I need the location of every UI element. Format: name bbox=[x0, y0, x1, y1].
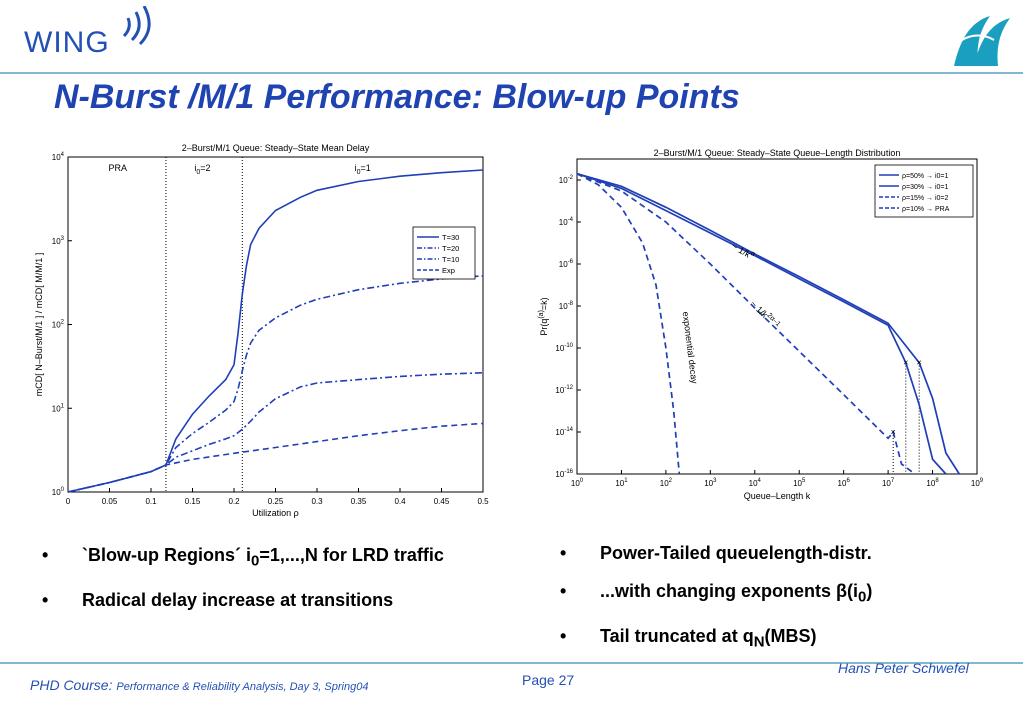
bullet-symbol: • bbox=[42, 589, 49, 610]
x-tick-label: 0.35 bbox=[351, 497, 367, 506]
bullet-item: • ...with changing exponents β(i0) bbox=[560, 581, 873, 606]
series-line bbox=[67, 422, 484, 493]
y-tick-label: 10-2 bbox=[559, 175, 574, 185]
legend-label: T=20 bbox=[442, 244, 459, 253]
x-tick-label: 106 bbox=[838, 478, 851, 488]
x-tick-label: 105 bbox=[793, 478, 806, 488]
y-tick-label: 10-16 bbox=[555, 469, 573, 479]
series-line bbox=[576, 172, 916, 475]
x-tick-label: 100 bbox=[571, 478, 584, 488]
x-tick-label: 0.4 bbox=[394, 497, 406, 506]
y-tick-label: 103 bbox=[52, 236, 65, 246]
bullet-symbol: • bbox=[42, 545, 49, 565]
series-line bbox=[576, 172, 961, 475]
bullet-item: • Power-Tailed queuelength-distr. bbox=[560, 543, 872, 563]
truncation-marker: × bbox=[917, 358, 922, 368]
legend-label: ρ=15% → i0=2 bbox=[902, 195, 949, 202]
x-tick-label: 0.05 bbox=[102, 497, 118, 506]
bullet-item: • Tail truncated at qN(MBS) bbox=[560, 625, 817, 651]
x-tick-label: 103 bbox=[704, 478, 717, 488]
queue-length-chart: 2–Burst/M/1 Queue: Steady–State Queue–Le… bbox=[538, 148, 983, 501]
legend-label: ρ=50% → i0=1 bbox=[902, 173, 949, 180]
mean-delay-chart: 2–Burst/M/1 Queue: Steady–State Mean Del… bbox=[34, 143, 489, 518]
x-tick-label: 104 bbox=[749, 478, 762, 488]
bullets-right: • Power-Tailed queuelength-distr. • ...w… bbox=[556, 542, 996, 669]
signal-waves-icon bbox=[122, 6, 151, 46]
bullets-left: • `Blow-up Regions´ i0=1,...,N for LRD t… bbox=[38, 544, 508, 627]
series-line bbox=[67, 275, 484, 493]
x-tick-label: 0.3 bbox=[311, 497, 323, 506]
title-divider bbox=[0, 72, 1023, 74]
x-tick-label: 107 bbox=[882, 478, 895, 488]
x-axis-label: Queue–Length k bbox=[744, 491, 811, 501]
legend-label: T=10 bbox=[442, 255, 459, 264]
x-tick-label: 0.45 bbox=[434, 497, 450, 506]
bullet-item: • `Blow-up Regions´ i0=1,...,N for LRD t… bbox=[42, 545, 444, 570]
y-tick-label: 10-6 bbox=[559, 259, 574, 269]
slide-title: N-Burst /M/1 Performance: Blow-up Points bbox=[54, 78, 740, 116]
x-tick-label: 0.15 bbox=[185, 497, 201, 506]
footer-course: PHD Course: Performance & Reliability An… bbox=[30, 677, 369, 693]
truncation-marker: × bbox=[891, 427, 896, 437]
bullet-symbol: • bbox=[560, 625, 567, 646]
chart-title: 2–Burst/M/1 Queue: Steady–State Mean Del… bbox=[182, 143, 370, 153]
y-tick-label: 102 bbox=[52, 320, 65, 330]
y-tick-label: 10-4 bbox=[559, 217, 574, 227]
footer-divider bbox=[0, 662, 1023, 664]
y-tick-label: 10-8 bbox=[559, 301, 574, 311]
legend-label: T=30 bbox=[442, 233, 459, 242]
y-tick-label: 10-14 bbox=[555, 427, 573, 437]
wing-logo: WING bbox=[24, 6, 164, 66]
y-tick-label: 101 bbox=[52, 403, 65, 413]
x-tick-label: 0.1 bbox=[145, 497, 157, 506]
author-name: Hans Peter Schwefel bbox=[838, 660, 969, 676]
university-logo bbox=[950, 10, 1015, 68]
legend-label: Exp bbox=[442, 266, 455, 275]
series-line bbox=[67, 169, 484, 493]
series-line bbox=[576, 172, 947, 475]
plot-frame bbox=[67, 156, 484, 493]
bullet-symbol: • bbox=[560, 543, 567, 563]
y-tick-label: 10-10 bbox=[555, 343, 573, 353]
x-tick-label: 0.2 bbox=[228, 497, 240, 506]
x-axis-label: Utilization ρ bbox=[252, 508, 299, 518]
region-label: i0=2 bbox=[194, 163, 210, 176]
y-tick-label: 10-12 bbox=[555, 385, 573, 395]
x-tick-label: 0 bbox=[66, 497, 71, 506]
x-tick-label: 0.25 bbox=[268, 497, 284, 506]
wave-logo-icon bbox=[954, 16, 1010, 66]
bullet-item: • Radical delay increase at transitions bbox=[42, 589, 394, 610]
y-tick-label: 104 bbox=[52, 152, 65, 162]
region-label: i0=1 bbox=[355, 163, 371, 176]
legend-box bbox=[874, 164, 974, 218]
region-label: PRA bbox=[109, 163, 128, 173]
x-tick-label: 101 bbox=[615, 478, 628, 488]
page-number: Page 27 bbox=[522, 672, 575, 688]
legend-label: ρ=30% → i0=1 bbox=[902, 184, 949, 191]
y-axis-label: mCD[ N–Burst/M/1 ] / mCD[ M/M/1 ] bbox=[34, 253, 44, 397]
x-tick-label: 109 bbox=[971, 478, 983, 488]
chart-title: 2–Burst/M/1 Queue: Steady–State Queue–Le… bbox=[654, 148, 901, 158]
legend-label: ρ=10% → PRA bbox=[902, 206, 950, 213]
y-tick-label: 100 bbox=[52, 487, 65, 497]
x-tick-label: 0.5 bbox=[477, 497, 489, 506]
y-axis-label: Pr(q(a)=k) bbox=[538, 297, 549, 335]
x-tick-label: 102 bbox=[660, 478, 673, 488]
wing-logo-text: WING bbox=[24, 26, 110, 59]
bullet-symbol: • bbox=[560, 581, 567, 601]
x-tick-label: 108 bbox=[926, 478, 939, 488]
truncation-marker: × bbox=[903, 358, 908, 368]
